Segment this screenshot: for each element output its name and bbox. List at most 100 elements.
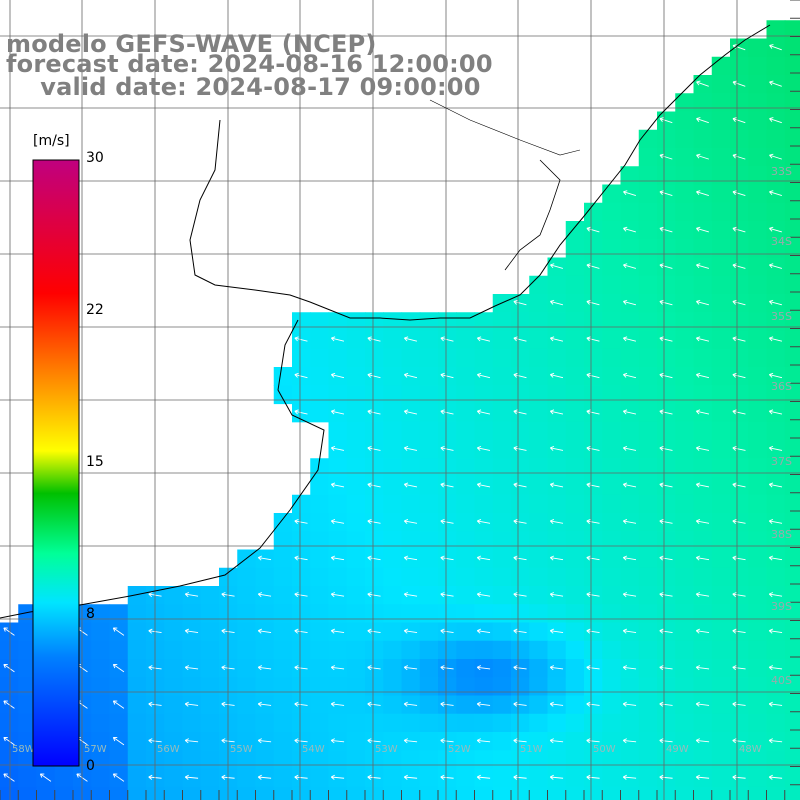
wind-cell (365, 640, 384, 660)
wind-cell (109, 750, 129, 770)
wind-cell (511, 458, 530, 478)
wind-cell (237, 677, 257, 697)
wind-arrow (550, 263, 564, 269)
wind-arrow (112, 773, 125, 782)
wind-arrow (732, 519, 746, 524)
wind-cell (638, 713, 658, 733)
wind-cell (383, 677, 403, 697)
wind-arrow (367, 774, 381, 780)
wind-arrow (549, 519, 564, 524)
wind-cell (748, 768, 768, 788)
wind-cell (657, 312, 676, 332)
wind-arrows (3, 44, 783, 782)
wind-arrow (39, 773, 52, 782)
wind-cell (164, 695, 184, 715)
wind-cell (711, 129, 731, 149)
wind-cell (164, 622, 184, 642)
wind-cell (0, 786, 19, 800)
wind-arrow (549, 445, 564, 451)
wind-cell (711, 531, 731, 551)
wind-arrow (294, 336, 308, 342)
wind-arrow (440, 482, 454, 488)
wind-cell (547, 421, 567, 441)
wind-arrow (330, 701, 345, 707)
wind-cell (383, 786, 403, 800)
wind-cell (383, 385, 403, 405)
longitude-label: 50W (593, 744, 616, 755)
wind-cell (18, 659, 38, 678)
wind-cell (620, 275, 640, 295)
wind-speed-field (0, 20, 800, 800)
wind-cell (584, 348, 603, 368)
wind-cell (529, 458, 549, 478)
colorbar (32, 159, 80, 767)
wind-arrow (476, 445, 491, 451)
wind-arrow (257, 628, 272, 634)
wind-cell (529, 640, 549, 660)
wind-cell (584, 677, 603, 697)
wind-cell (456, 494, 476, 514)
wind-cell (73, 786, 92, 800)
wind-cell (383, 750, 403, 770)
wind-cell (711, 622, 731, 642)
wind-cell (693, 385, 713, 405)
wind-cell (383, 695, 403, 715)
wind-cell (748, 202, 768, 222)
wind-cell (383, 458, 403, 478)
wind-arrow (3, 663, 15, 673)
wind-cell (602, 750, 622, 770)
wind-cell (693, 677, 713, 697)
wind-cell (638, 476, 658, 496)
wind-cell (657, 677, 676, 697)
wind-arrow (294, 701, 308, 707)
coastline (0, 24, 771, 619)
wind-cell (784, 166, 800, 186)
wind-cell (310, 403, 330, 423)
wind-cell (565, 768, 585, 788)
wind-cell (91, 695, 111, 715)
wind-arrow (549, 738, 564, 744)
wind-cell (182, 640, 202, 660)
wind-cell (675, 93, 695, 113)
wind-cell (766, 677, 786, 697)
wind-cell (529, 604, 549, 624)
wind-arrow (440, 628, 454, 634)
wind-cell (328, 421, 348, 441)
wind-cell (310, 768, 330, 788)
wind-cell (383, 567, 403, 587)
wind-cell (346, 403, 366, 423)
wind-cell (255, 713, 275, 733)
wind-cell (547, 786, 567, 800)
wind-cell (91, 768, 111, 788)
wind-cell (638, 768, 658, 788)
wind-cell (346, 768, 366, 788)
wind-cell (292, 604, 311, 624)
wind-cell (584, 531, 603, 551)
wind-arrow (732, 445, 746, 451)
wind-cell (182, 677, 202, 697)
wind-cell (638, 750, 658, 770)
wind-cell (346, 604, 366, 624)
wind-cell (620, 531, 640, 551)
wind-arrow (623, 299, 637, 306)
wind-cell (310, 713, 330, 733)
latitude-label: 39S (771, 600, 792, 613)
wind-cell (693, 750, 713, 770)
wind-cell (620, 494, 640, 514)
wind-arrow (294, 665, 308, 671)
wind-cell (419, 403, 439, 423)
wind-cell (273, 385, 293, 405)
wind-cell (91, 640, 111, 660)
wind-arrow (659, 299, 673, 306)
wind-arrow (586, 519, 600, 524)
wind-cell (365, 348, 384, 368)
wind-cell (620, 567, 640, 587)
wind-cell (18, 695, 38, 715)
longitude-label: 55W (230, 744, 253, 755)
wind-cell (492, 476, 512, 496)
wind-arrow (440, 372, 454, 379)
wind-arrow (440, 592, 454, 598)
wind-cell (419, 312, 439, 332)
wind-cell (310, 531, 330, 551)
wind-cell (54, 768, 74, 788)
